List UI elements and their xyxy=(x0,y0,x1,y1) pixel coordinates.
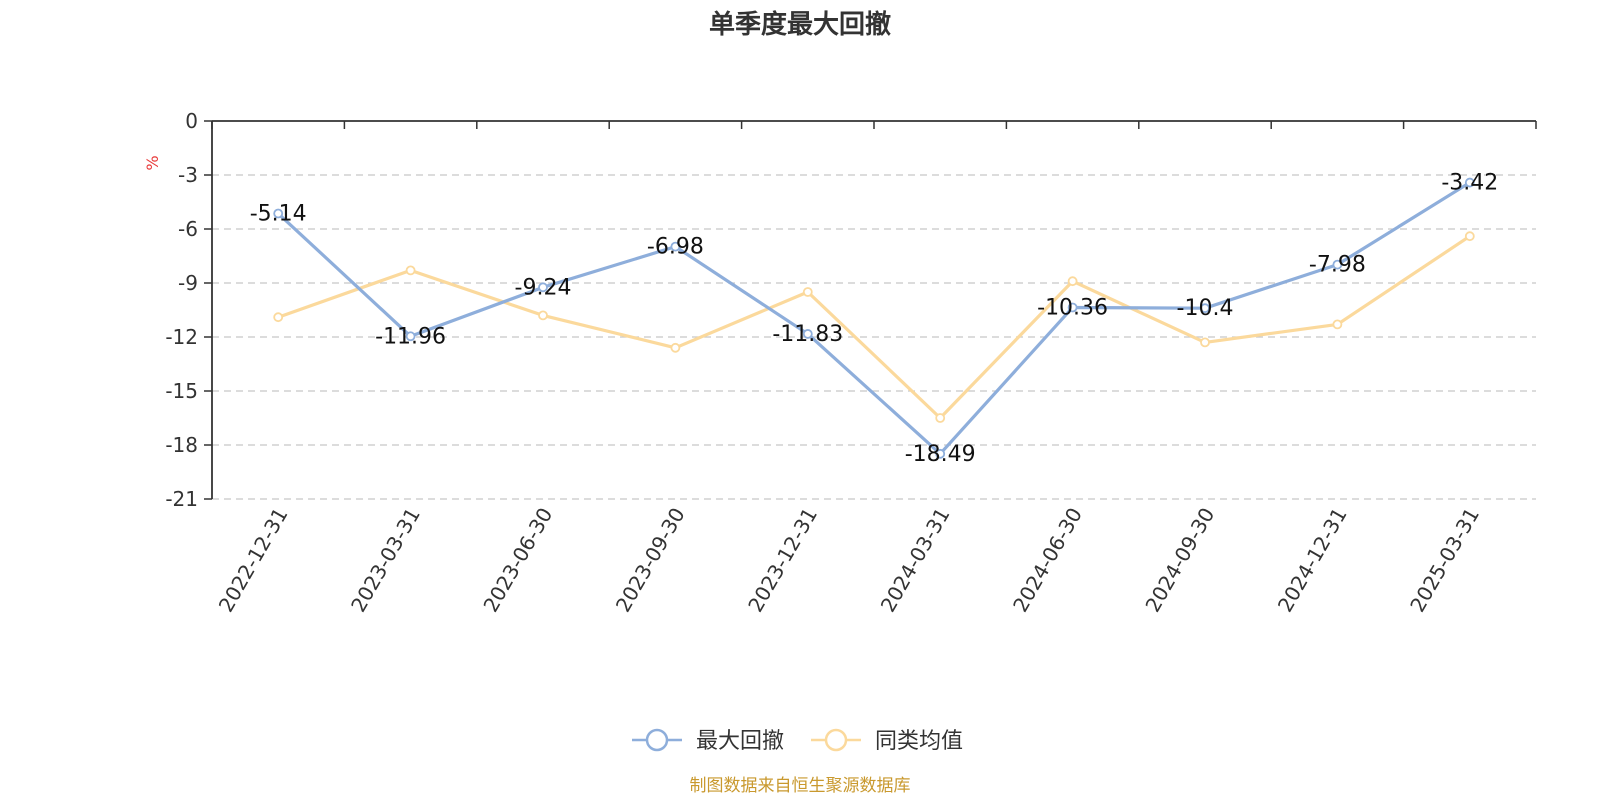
data-point[interactable] xyxy=(1067,302,1078,313)
legend-marker xyxy=(824,728,848,752)
legend-item-1[interactable]: 最大回撤 xyxy=(632,728,784,754)
data-label: -7.98 xyxy=(1309,253,1366,278)
data-point[interactable] xyxy=(935,413,946,423)
legend-label: 最大回撤 xyxy=(696,729,784,754)
data-point[interactable] xyxy=(1464,231,1475,242)
data-point[interactable] xyxy=(405,265,416,276)
data-point[interactable] xyxy=(802,329,813,339)
data-label: -6.98 xyxy=(647,235,704,260)
data-label: -3.42 xyxy=(1441,171,1498,196)
x-tick-label: 2024-12-31 xyxy=(1273,504,1352,617)
y-tick-label: -6 xyxy=(178,217,198,241)
x-axis-ticks: 2022-12-31 2023-03-31 2023-06-30 2023-09-30… xyxy=(211,121,1537,617)
x-tick-label: 2024-03-31 xyxy=(876,503,955,616)
x-tick-label: 2024-06-30 xyxy=(1008,504,1087,617)
x-tick-label: 2025-03-31 xyxy=(1405,504,1484,617)
series-line-1 xyxy=(277,181,1471,456)
y-tick-label: -3 xyxy=(178,163,198,187)
y-tick-label: 0 xyxy=(185,109,198,133)
y-tick-label: -12 xyxy=(165,325,198,349)
data-label: -11.83 xyxy=(772,322,843,347)
chart-title: 单季度最大回撤 xyxy=(709,9,891,40)
data-point[interactable] xyxy=(273,312,284,323)
data-label: -9.24 xyxy=(515,275,572,300)
data-point[interactable] xyxy=(1332,259,1343,270)
data-label: -11.96 xyxy=(375,324,446,349)
data-label: -5.14 xyxy=(250,202,307,227)
data-point[interactable] xyxy=(1067,276,1078,287)
y-axis-ticks: 0 -3 -6 -9 -12 -15 -18 -21 xyxy=(165,109,212,511)
data-label: -18.49 xyxy=(905,442,976,467)
source-note: 制图数据来自恒生聚源数据库 xyxy=(690,776,911,796)
data-label: -10.36 xyxy=(1037,295,1108,320)
legend-item-2[interactable]: 同类均值 xyxy=(811,728,963,754)
legend-marker xyxy=(645,728,669,752)
grid-lines xyxy=(212,174,1536,500)
y-tick-label: -9 xyxy=(178,271,198,295)
x-tick-label: 2023-12-31 xyxy=(743,504,822,617)
x-tick-label: 2023-06-30 xyxy=(478,504,557,617)
data-point[interactable] xyxy=(670,241,681,252)
y-tick-label: -18 xyxy=(165,433,198,457)
series-lines xyxy=(277,181,1471,456)
y-tick-label: -15 xyxy=(165,379,198,403)
data-point[interactable] xyxy=(1200,337,1210,348)
data-point[interactable] xyxy=(802,287,813,297)
series-points xyxy=(273,177,1475,459)
axes xyxy=(211,120,1536,499)
data-point[interactable] xyxy=(1200,303,1210,314)
x-tick-label: 2023-03-31 xyxy=(346,503,425,616)
data-point[interactable] xyxy=(538,310,548,321)
x-tick-label: 2024-09-30 xyxy=(1140,504,1219,617)
x-tick-label: 2022-12-31 xyxy=(214,504,293,617)
data-point[interactable] xyxy=(1332,319,1343,330)
data-point[interactable] xyxy=(1464,177,1475,188)
data-point[interactable] xyxy=(538,282,548,293)
x-tick-label: 2023-09-30 xyxy=(611,504,690,617)
data-labels: -5.14 -11.96 -9.24 -6.98 -11.83 -18.49 -10.36 -… xyxy=(250,171,1499,467)
data-point[interactable] xyxy=(935,448,946,459)
data-label: -10.4 xyxy=(1177,296,1234,321)
legend[interactable]: 最大回撤 同类均值 xyxy=(632,728,963,754)
data-point[interactable] xyxy=(670,342,681,353)
legend-label: 同类均值 xyxy=(875,729,963,754)
data-point[interactable] xyxy=(273,208,284,219)
data-point[interactable] xyxy=(405,331,416,342)
y-axis-unit: % xyxy=(143,155,162,170)
y-tick-label: -21 xyxy=(165,487,198,511)
series-line-2 xyxy=(277,234,1471,420)
